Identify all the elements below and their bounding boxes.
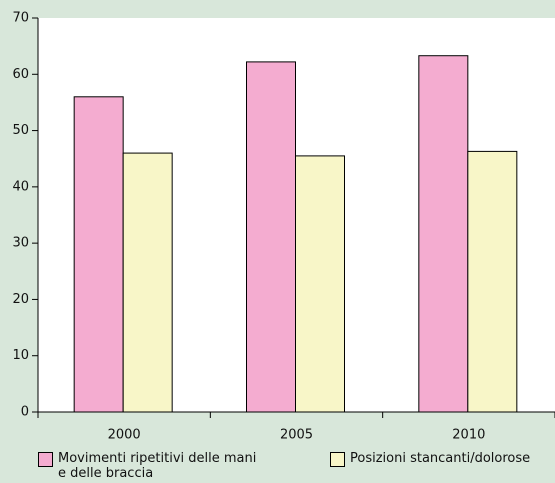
y-tick-label: 60 — [12, 67, 29, 82]
bar — [418, 55, 469, 413]
legend-label: Posizioni stancanti/dolorose — [350, 451, 531, 466]
bar — [295, 155, 345, 413]
y-tick-label: 40 — [12, 179, 29, 194]
y-tick-label: 30 — [12, 236, 29, 251]
y-tick-label: 70 — [12, 11, 29, 26]
x-tick-label: 2010 — [452, 428, 485, 443]
bar — [467, 150, 518, 413]
x-tick-label: 2005 — [280, 428, 313, 443]
x-tick-label: 2000 — [108, 428, 141, 443]
y-tick-label: 20 — [12, 292, 29, 307]
bar — [246, 61, 296, 413]
legend-swatch — [330, 452, 345, 467]
y-tick-label: 50 — [12, 123, 29, 138]
bar — [73, 96, 124, 413]
legend-swatch — [38, 452, 53, 467]
y-tick-label: 10 — [12, 348, 29, 363]
legend-label: Movimenti ripetitivi delle mani e delle … — [58, 451, 257, 481]
bar — [122, 152, 173, 413]
y-tick-label: 0 — [21, 405, 29, 420]
